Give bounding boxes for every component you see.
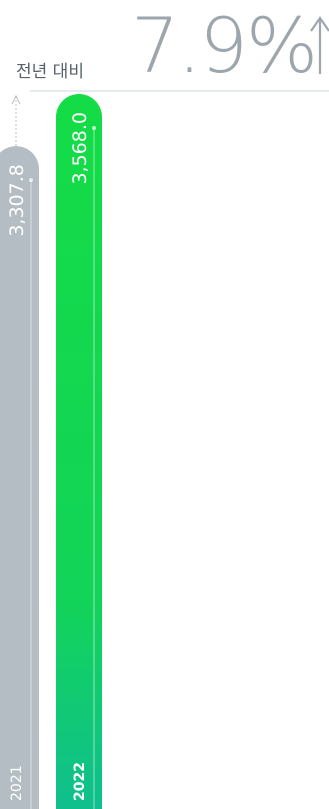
category-label-2021: 2021 [9,765,25,801]
bars-group: 3,307.8 2021 3,568.0 2022 [0,94,102,809]
bar-marker-dot-2021 [29,178,33,183]
growth-value: 7.9% [131,1,316,90]
growth-arrow-text: ↑ [0,0,1,1]
category-label-2022: 2022 [72,762,88,801]
up-arrow-icon [310,16,329,74]
bar-marker-dot-2022 [92,126,96,130]
value-label-2021: 3,307.8 [6,164,28,237]
value-label-2022: 3,568.0 [69,112,91,185]
bar-2022 [56,94,102,809]
compare-label: 전년 대비 [16,62,84,82]
bar-2021 [0,146,39,809]
